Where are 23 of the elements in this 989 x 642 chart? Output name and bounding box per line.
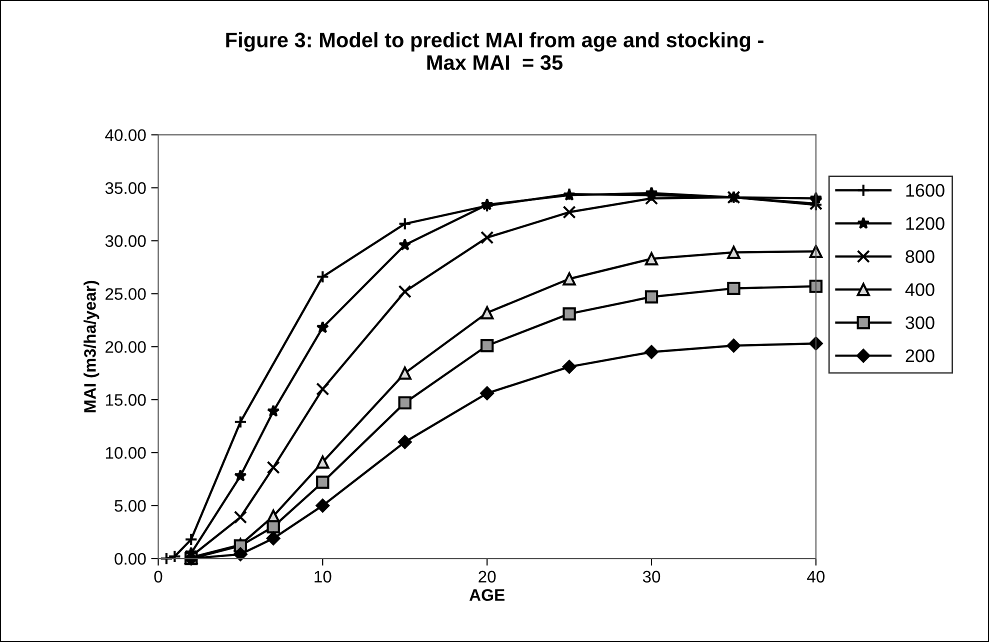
- legend-label: 800: [906, 250, 934, 263]
- y-tick-label: 25.00: [106, 288, 146, 300]
- y-tick-label: 35.00: [105, 182, 146, 194]
- y-tick-label: 30.00: [105, 235, 146, 247]
- y-tick-label: 20.00: [106, 341, 146, 353]
- legend-label: 400: [905, 283, 934, 296]
- x-tick-label: 30: [642, 570, 660, 583]
- y-tick-label: 10.00: [106, 447, 146, 459]
- x-tick-label: 40: [807, 570, 825, 583]
- x-axis-title: AGE: [469, 589, 504, 601]
- x-tick-label: 0: [154, 570, 162, 583]
- legend-label: 200: [906, 349, 934, 362]
- y-tick-label: 5.00: [114, 500, 146, 512]
- legend-label: 1200: [906, 217, 944, 230]
- legend-label: 1600: [906, 184, 944, 197]
- chart-title: Figure 3: Model to predict MAI from age and stocking - Max MAI = 35: [226, 32, 764, 70]
- y-tick-label: 40.00: [105, 129, 146, 142]
- y-tick-label: 0.00: [114, 552, 146, 565]
- x-tick-label: 10: [314, 570, 332, 583]
- legend-label: 300: [906, 316, 934, 330]
- y-axis-title: MAI (m3/ha/year): [84, 280, 100, 412]
- y-tick-label: 15.00: [106, 394, 146, 406]
- x-tick-label: 20: [478, 570, 496, 583]
